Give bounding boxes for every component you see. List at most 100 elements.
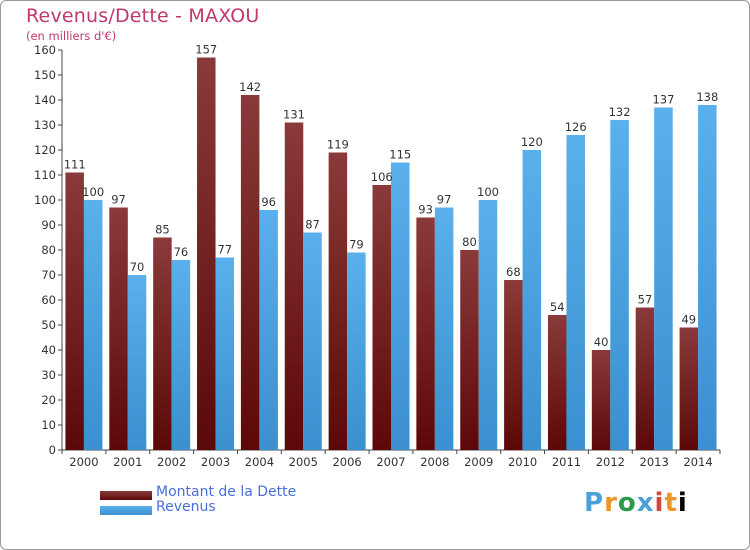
x-tick-label: 2001 xyxy=(113,455,142,469)
data-label-revenus: 138 xyxy=(696,90,718,104)
data-label-revenus: 132 xyxy=(609,105,631,119)
bar-revenus xyxy=(654,107,673,450)
x-tick-label: 2006 xyxy=(332,455,361,469)
data-label-debt: 57 xyxy=(638,293,653,307)
y-tick-label: 130 xyxy=(34,118,56,132)
x-tick-label: 2003 xyxy=(201,455,230,469)
data-label-debt: 85 xyxy=(155,223,170,237)
y-tick-label: 20 xyxy=(41,393,56,407)
legend-label-debt: Montant de la Dette xyxy=(156,484,297,500)
bar-revenus xyxy=(522,150,542,450)
x-tick-label: 2013 xyxy=(640,455,669,469)
data-label-revenus: 115 xyxy=(389,148,411,162)
data-label-revenus: 76 xyxy=(174,245,189,259)
bar-debt xyxy=(547,315,567,450)
y-tick-label: 40 xyxy=(41,343,56,357)
bar-revenus xyxy=(303,232,322,450)
y-tick-label: 160 xyxy=(34,43,56,57)
data-label-revenus: 97 xyxy=(437,193,452,207)
y-tick-label: 10 xyxy=(41,418,56,432)
y-tick-label: 0 xyxy=(49,443,56,457)
y-tick-label: 100 xyxy=(34,193,56,207)
bar-debt xyxy=(328,152,348,450)
bar-revenus xyxy=(127,275,147,450)
data-label-debt: 142 xyxy=(239,80,261,94)
y-tick-label: 60 xyxy=(41,293,56,307)
y-tick-label: 140 xyxy=(34,93,56,107)
y-tick-label: 30 xyxy=(41,368,56,382)
y-tick-label: 50 xyxy=(41,318,56,332)
x-tick-label: 2005 xyxy=(289,455,318,469)
x-tick-label: 2008 xyxy=(420,455,449,469)
data-label-debt: 97 xyxy=(111,193,126,207)
bar-debt xyxy=(635,307,655,450)
bar-debt xyxy=(197,57,216,450)
data-label-debt: 157 xyxy=(195,43,217,57)
y-tick-label: 110 xyxy=(34,168,56,182)
bar-revenus xyxy=(478,200,498,450)
axes: 0 10 20 30 40 50 60 70 80 90 100 110 120 130 140 150 160… xyxy=(34,43,721,469)
data-label-debt: 54 xyxy=(550,300,565,314)
data-label-revenus: 120 xyxy=(521,135,543,149)
y-tick-label: 90 xyxy=(41,218,56,232)
chart-subtitle: (en milliers d'€) xyxy=(26,29,117,43)
bar-debt xyxy=(591,350,611,450)
data-label-debt: 119 xyxy=(327,138,349,152)
data-label-revenus: 126 xyxy=(565,120,587,134)
y-tick-label: 80 xyxy=(41,243,56,257)
data-label-revenus: 96 xyxy=(261,195,276,209)
x-tick-label: 2014 xyxy=(683,455,712,469)
legend-swatch-debt xyxy=(100,491,152,500)
x-tick-label: 2004 xyxy=(245,455,274,469)
bar-revenus xyxy=(347,252,366,450)
data-label-debt: 106 xyxy=(371,170,393,184)
data-label-debt: 68 xyxy=(506,265,521,279)
data-label-debt: 131 xyxy=(283,108,305,122)
data-label-revenus: 100 xyxy=(82,185,104,199)
x-tick-label: 2011 xyxy=(552,455,581,469)
y-tick-label: 70 xyxy=(41,268,56,282)
data-label-revenus: 137 xyxy=(652,93,674,107)
x-tick-label: 2000 xyxy=(69,455,98,469)
data-label-debt: 93 xyxy=(418,203,433,217)
bar-debt xyxy=(504,280,523,450)
bar-debt xyxy=(460,250,479,450)
data-label-debt: 40 xyxy=(594,335,609,349)
bar-revenus xyxy=(171,260,191,450)
y-tick-label: 150 xyxy=(34,68,56,82)
bar-revenus xyxy=(566,135,585,450)
data-label-revenus: 100 xyxy=(477,185,499,199)
bar-revenus xyxy=(391,162,410,450)
y-tick-label: 120 xyxy=(34,143,56,157)
bar-revenus xyxy=(610,120,629,450)
x-tick-label: 2007 xyxy=(376,455,405,469)
data-label-debt: 49 xyxy=(681,313,696,327)
bars xyxy=(65,57,717,450)
data-label-debt: 111 xyxy=(64,158,86,172)
bar-revenus xyxy=(215,257,235,450)
bar-debt xyxy=(372,185,391,450)
data-label-revenus: 70 xyxy=(130,260,145,274)
bar-debt xyxy=(284,122,304,450)
bar-debt xyxy=(153,237,172,450)
data-label-revenus: 79 xyxy=(349,238,364,252)
data-label-revenus: 77 xyxy=(217,243,232,257)
data-label-revenus: 87 xyxy=(305,218,320,232)
x-tick-label: 2010 xyxy=(508,455,537,469)
bar-revenus xyxy=(83,200,103,450)
proxiti-logo: Proxiti xyxy=(584,488,688,518)
bar-debt xyxy=(65,172,84,450)
bar-debt xyxy=(679,327,699,450)
chart-title: Revenus/Dette - MAXOU xyxy=(26,5,260,27)
bar-revenus xyxy=(434,207,454,450)
data-label-debt: 80 xyxy=(462,235,477,249)
bar-debt xyxy=(109,207,128,450)
bar-revenus xyxy=(259,210,278,450)
data-labels: 111 97 85 157 142 131 119 106 93 80 68 54 40 57 49 100 7… xyxy=(64,43,719,350)
bar-debt xyxy=(416,217,435,450)
x-tick-label: 2012 xyxy=(596,455,625,469)
x-tick-label: 2009 xyxy=(464,455,493,469)
legend-swatch-revenus xyxy=(100,506,152,515)
legend-label-revenus: Revenus xyxy=(156,499,216,515)
